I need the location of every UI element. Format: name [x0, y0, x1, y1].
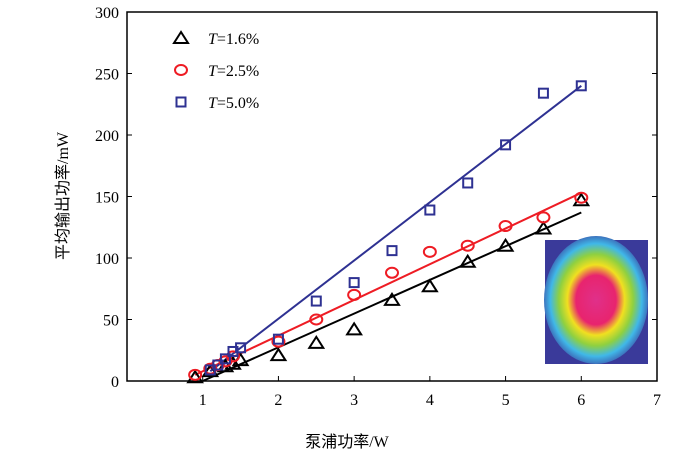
legend-label: T=5.0% — [208, 95, 259, 112]
data-point-circle — [347, 288, 362, 301]
x-tick-label: 7 — [653, 392, 661, 409]
data-point-square — [424, 204, 436, 216]
fit-line-circle — [194, 191, 582, 376]
data-point-triangle — [307, 335, 326, 349]
x-tick-label: 1 — [199, 392, 207, 409]
data-point-square — [537, 87, 549, 99]
y-tick-label: 250 — [95, 67, 119, 84]
data-point-square — [575, 80, 587, 92]
y-axis-label: 平均输出功率/mW — [54, 131, 72, 260]
y-tick-label: 200 — [95, 128, 119, 145]
x-tick-label: 3 — [350, 392, 358, 409]
y-tick-label: 300 — [95, 5, 119, 22]
data-point-triangle — [572, 192, 591, 207]
legend-marker-triangle — [172, 30, 190, 44]
data-point-triangle — [383, 291, 401, 306]
data-point-square — [212, 359, 224, 371]
data-point-square — [462, 177, 474, 189]
x-axis-label: 泵浦功率/W — [305, 433, 389, 451]
data-point-square — [310, 295, 322, 307]
x-tick-label: 2 — [274, 392, 282, 409]
fit-line-triangle — [202, 211, 582, 382]
data-point-triangle — [496, 237, 515, 252]
data-point-circle — [574, 191, 589, 204]
data-point-square — [348, 277, 360, 289]
y-tick-label: 0 — [111, 374, 119, 391]
data-point-square — [219, 353, 231, 365]
x-tick-label: 4 — [426, 392, 434, 409]
data-point-circle — [309, 313, 324, 326]
data-point-triangle — [421, 278, 439, 293]
legend-marker-circle — [174, 64, 188, 76]
x-tick-label: 5 — [502, 392, 510, 409]
y-tick-label: 100 — [95, 251, 119, 268]
fit-line-square — [209, 85, 582, 372]
legend-marker-square — [175, 96, 187, 108]
data-point-triangle — [534, 220, 553, 235]
y-tick-label: 150 — [95, 190, 119, 207]
data-point-triangle — [269, 347, 288, 362]
data-point-square — [235, 342, 247, 354]
data-point-triangle — [186, 369, 204, 384]
data-point-circle — [422, 245, 437, 258]
data-point-triangle — [345, 321, 363, 336]
y-tick-label: 50 — [103, 313, 119, 330]
data-point-circle — [498, 220, 513, 233]
data-point-circle — [385, 266, 399, 279]
inset-beam-image — [544, 236, 648, 364]
data-point-circle — [460, 239, 475, 252]
data-point-triangle — [458, 253, 477, 268]
legend-label: T=1.6% — [208, 31, 259, 48]
data-point-circle — [271, 335, 286, 348]
data-point-circle — [188, 368, 203, 381]
data-point-square — [272, 333, 284, 345]
data-point-square — [500, 139, 512, 151]
x-tick-label: 6 — [577, 392, 585, 409]
legend-label: T=2.5% — [208, 63, 259, 80]
data-point-circle — [536, 211, 551, 224]
data-point-square — [386, 245, 398, 257]
data-point-circle — [226, 350, 240, 363]
